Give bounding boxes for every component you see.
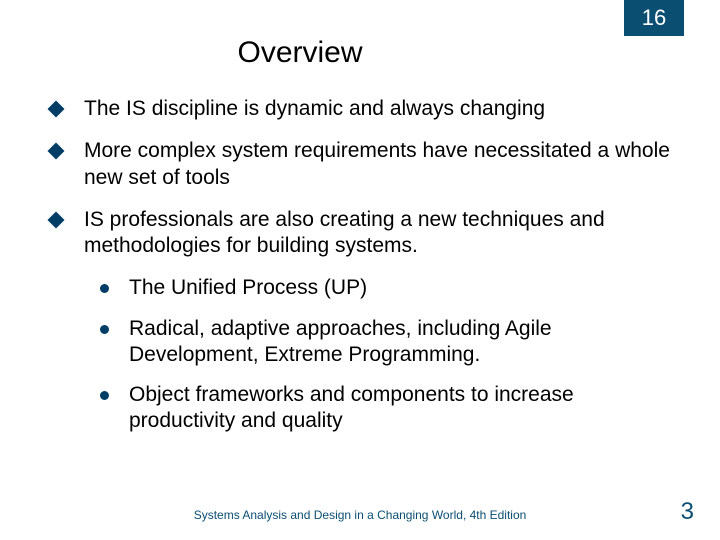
slide-body: The IS discipline is dynamic and always … [50, 96, 670, 449]
sub-bullet-text: Object frameworks and components to incr… [129, 382, 670, 435]
diamond-bullet-icon [48, 143, 65, 160]
bullet-item: More complex system requirements have ne… [50, 138, 670, 191]
slide-title: Overview [0, 36, 720, 70]
footer-text: Systems Analysis and Design in a Changin… [0, 508, 720, 522]
chapter-badge: 16 [624, 0, 684, 36]
bullet-text: More complex system requirements have ne… [84, 138, 670, 191]
bullet-item: IS professionals are also creating a new… [50, 207, 670, 260]
disc-bullet-icon [100, 284, 109, 293]
sub-bullet-item: Radical, adaptive approaches, including … [100, 316, 670, 369]
disc-bullet-icon [100, 325, 109, 334]
diamond-bullet-icon [48, 101, 65, 118]
diamond-bullet-icon [48, 211, 65, 228]
bullet-text: IS professionals are also creating a new… [84, 207, 670, 260]
disc-bullet-icon [100, 391, 109, 400]
page-number: 3 [681, 498, 694, 526]
sub-bullet-text: Radical, adaptive approaches, including … [129, 316, 670, 369]
sub-bullet-list: The Unified Process (UP) Radical, adapti… [100, 275, 670, 434]
sub-bullet-item: Object frameworks and components to incr… [100, 382, 670, 435]
sub-bullet-text: The Unified Process (UP) [129, 275, 670, 301]
sub-bullet-item: The Unified Process (UP) [100, 275, 670, 301]
bullet-text: The IS discipline is dynamic and always … [84, 96, 670, 122]
bullet-item: The IS discipline is dynamic and always … [50, 96, 670, 122]
